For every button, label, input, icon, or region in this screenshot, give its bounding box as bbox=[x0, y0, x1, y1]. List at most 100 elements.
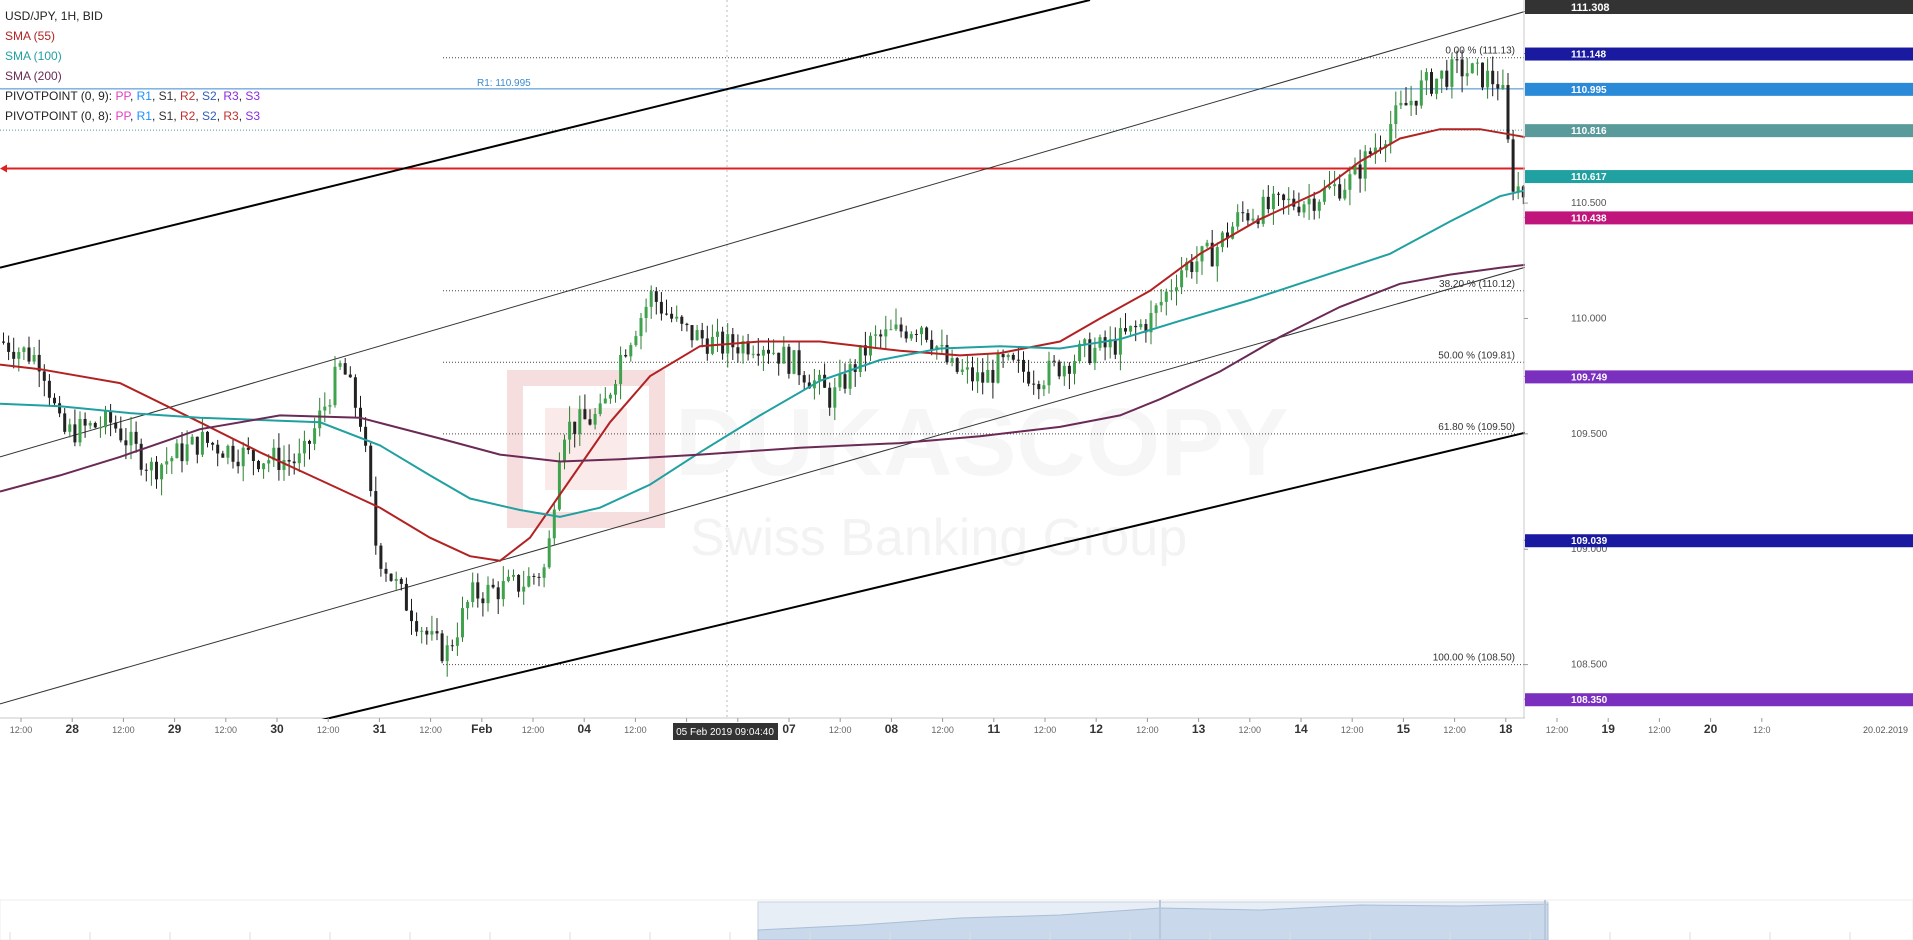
legend-sma-55[interactable]: SMA (55) bbox=[5, 29, 56, 43]
candle-body bbox=[1113, 339, 1117, 355]
candle-body bbox=[1236, 212, 1240, 227]
candle-body bbox=[374, 491, 378, 546]
candle-body bbox=[1491, 70, 1495, 85]
candle-body bbox=[149, 461, 153, 471]
candle-body bbox=[313, 428, 317, 444]
price-badge-label: 110.816 bbox=[1571, 126, 1607, 137]
trendline-inner-channel-upper bbox=[0, 0, 1566, 458]
price-badge-label: 108.350 bbox=[1571, 695, 1608, 706]
candle-body bbox=[1047, 360, 1051, 386]
candle-body bbox=[1297, 206, 1301, 213]
candle-body bbox=[384, 568, 388, 574]
candle-body bbox=[246, 447, 250, 450]
candle-body bbox=[1154, 305, 1158, 314]
candle-body bbox=[1205, 242, 1209, 247]
time-tick-label: 12:00 bbox=[1443, 725, 1466, 735]
legend-sma-200[interactable]: SMA (200) bbox=[5, 69, 62, 83]
candle-body bbox=[665, 313, 668, 315]
candle-body bbox=[1317, 201, 1321, 211]
candle-body bbox=[450, 645, 454, 647]
candle-body bbox=[1322, 188, 1326, 202]
candle-body bbox=[838, 374, 842, 388]
candle-body bbox=[721, 331, 725, 354]
candle-body bbox=[624, 354, 628, 357]
time-tick-label: 15 bbox=[1397, 722, 1411, 736]
candle-body bbox=[461, 608, 464, 638]
candle-body bbox=[486, 584, 490, 604]
legend-pivotpoint-8[interactable]: PIVOTPOINT (0, 8): PP, R1, S1, R2, S2, R… bbox=[5, 106, 260, 126]
candle-body bbox=[364, 426, 368, 446]
candle-body bbox=[7, 342, 11, 352]
candle-body bbox=[53, 397, 56, 404]
candle-body bbox=[1358, 164, 1362, 179]
candle-body bbox=[940, 345, 944, 347]
candle-body bbox=[17, 351, 21, 359]
pivot-legend-separator: , bbox=[195, 89, 202, 103]
price-badge bbox=[1525, 47, 1913, 61]
candle-body bbox=[1271, 193, 1275, 210]
time-tick-label: 29 bbox=[168, 722, 182, 736]
candle-body bbox=[1307, 198, 1311, 205]
price-badge-label: 110.995 bbox=[1571, 85, 1607, 96]
candle-body bbox=[155, 461, 158, 480]
candle-body bbox=[1185, 261, 1189, 271]
candle-body bbox=[476, 582, 480, 599]
candle-body bbox=[1088, 339, 1092, 364]
candle-body bbox=[787, 346, 791, 374]
legend-sma-100[interactable]: SMA (100) bbox=[5, 49, 62, 63]
candle-body bbox=[1343, 189, 1347, 199]
candle-body bbox=[1149, 313, 1153, 333]
price-tick-label: 109.500 bbox=[1571, 429, 1608, 440]
candle-body bbox=[925, 327, 929, 340]
candle-body bbox=[614, 384, 617, 395]
price-badge bbox=[1525, 170, 1913, 184]
price-badge bbox=[1525, 211, 1913, 225]
candle-body bbox=[1373, 147, 1377, 155]
price-tick-label: 108.500 bbox=[1571, 660, 1608, 671]
candle-body bbox=[1496, 84, 1500, 89]
legend-pivotpoint-9[interactable]: PIVOTPOINT (0, 9): PP, R1, S1, R2, S2, R… bbox=[5, 86, 260, 106]
candle-body bbox=[512, 574, 515, 577]
candle-body bbox=[216, 444, 220, 454]
candle-body bbox=[1282, 194, 1286, 201]
candle-body bbox=[751, 353, 755, 355]
time-tick-label: 12:00 bbox=[1341, 725, 1364, 735]
price-tick-label: 110.500 bbox=[1571, 198, 1607, 209]
candle-body bbox=[420, 630, 424, 632]
time-tick-label: 07 bbox=[782, 722, 796, 736]
candle-body bbox=[1027, 371, 1031, 384]
candle-body bbox=[399, 578, 403, 584]
candle-body bbox=[1353, 164, 1357, 175]
candle-body bbox=[654, 291, 658, 302]
candle-body bbox=[685, 323, 689, 326]
candle-body bbox=[144, 469, 148, 471]
pivot-legend-prefix: PIVOTPOINT (0, 8): bbox=[5, 109, 116, 123]
candle-body bbox=[1333, 184, 1337, 187]
candle-body bbox=[695, 330, 699, 341]
time-axis-panel bbox=[0, 719, 1913, 741]
candle-body bbox=[302, 440, 306, 454]
candle-body bbox=[88, 422, 92, 426]
pivot-legend-item: R3 bbox=[223, 109, 239, 123]
candle-body bbox=[1419, 80, 1423, 106]
candle-body bbox=[894, 324, 898, 330]
candle-body bbox=[1164, 291, 1168, 302]
candle-body bbox=[343, 363, 347, 375]
candle-body bbox=[1363, 151, 1367, 179]
candle-body bbox=[175, 443, 179, 459]
candle-body bbox=[1424, 72, 1428, 81]
time-tick-label: 31 bbox=[373, 722, 387, 736]
candle-body bbox=[557, 462, 561, 510]
pivot-legend-separator: , bbox=[129, 109, 137, 123]
candle-body bbox=[231, 445, 235, 462]
candle-body bbox=[1144, 323, 1148, 333]
candle-body bbox=[1022, 359, 1025, 372]
candle-body bbox=[659, 301, 663, 314]
fib-level-label: 38.20 % (110.12) bbox=[1439, 279, 1515, 290]
candle-body bbox=[333, 366, 337, 406]
candle-body bbox=[1450, 59, 1454, 87]
candle-body bbox=[206, 431, 209, 443]
time-tick-label: 08 bbox=[885, 722, 899, 736]
